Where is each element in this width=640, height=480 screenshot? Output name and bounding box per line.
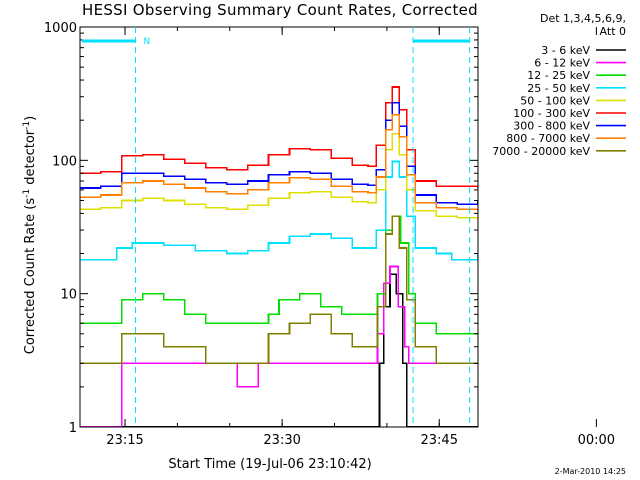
y-tick-label-3: 1000 xyxy=(44,21,77,36)
y-tick-label-1: 10 xyxy=(60,288,77,303)
attenuator-overlay: N xyxy=(82,27,471,427)
y-axis-label: Corrected Count Rate (s-1 detector-1) xyxy=(22,116,38,354)
axes-frame xyxy=(79,26,479,428)
y-axis-label-main: Corrected Count Rate (s xyxy=(23,198,38,355)
legend-header-attenuator: Att 0 xyxy=(599,25,626,38)
legend-label-5: 100 - 300 keV xyxy=(513,107,590,120)
y-axis-label-sup2: -1 xyxy=(22,121,32,130)
series-group xyxy=(80,86,478,427)
series-line-3 xyxy=(80,160,478,261)
legend-label-4: 50 - 100 keV xyxy=(520,94,590,107)
legend-label-7: 800 - 7000 keV xyxy=(506,132,590,145)
legend-label-6: 300 - 800 keV xyxy=(513,120,590,133)
x-tick-label-2: 23:45 xyxy=(421,433,458,448)
tick-group: 23:1523:3023:4500:0000:1500:3000:4511010… xyxy=(44,21,615,448)
x-tick-label-0: 23:15 xyxy=(106,433,143,448)
series-line-0 xyxy=(80,273,478,427)
series-line-7 xyxy=(80,113,478,211)
chart-title: HESSI Observing Summary Count Rates, Cor… xyxy=(82,1,478,19)
y-axis-label-mid: detector xyxy=(23,129,38,189)
series-line-6 xyxy=(80,102,478,205)
legend-label-1: 6 - 12 keV xyxy=(534,57,590,70)
series-line-2 xyxy=(80,215,478,335)
y-axis-label-end: ) xyxy=(23,116,38,121)
legend-label-3: 25 - 50 keV xyxy=(527,82,590,95)
state-marker-label: N xyxy=(144,37,151,47)
plot-frame xyxy=(79,26,479,428)
series-line-4 xyxy=(80,133,478,220)
legend-label-8: 7000 - 20000 keV xyxy=(492,145,590,158)
legend-label-0: 3 - 6 keV xyxy=(541,44,590,57)
series-line-1 xyxy=(80,265,478,427)
y-tick-label-2: 100 xyxy=(52,154,77,169)
x-tick-label-1: 23:30 xyxy=(263,433,300,448)
legend-label-2: 12 - 25 keV xyxy=(527,69,590,82)
y-axis-label-sup1: -1 xyxy=(22,189,32,198)
series-line-8 xyxy=(80,215,478,365)
y-tick-label-0: 1 xyxy=(69,421,77,436)
x-axis-label: Start Time (19-Jul-06 23:10:42) xyxy=(168,457,371,472)
x-tick-label-3: 00:00 xyxy=(578,433,615,448)
footer-date: 2-Mar-2010 14:25 xyxy=(554,467,626,476)
legend-header-detectors: Det 1,3,4,5,6,9, xyxy=(539,12,626,25)
